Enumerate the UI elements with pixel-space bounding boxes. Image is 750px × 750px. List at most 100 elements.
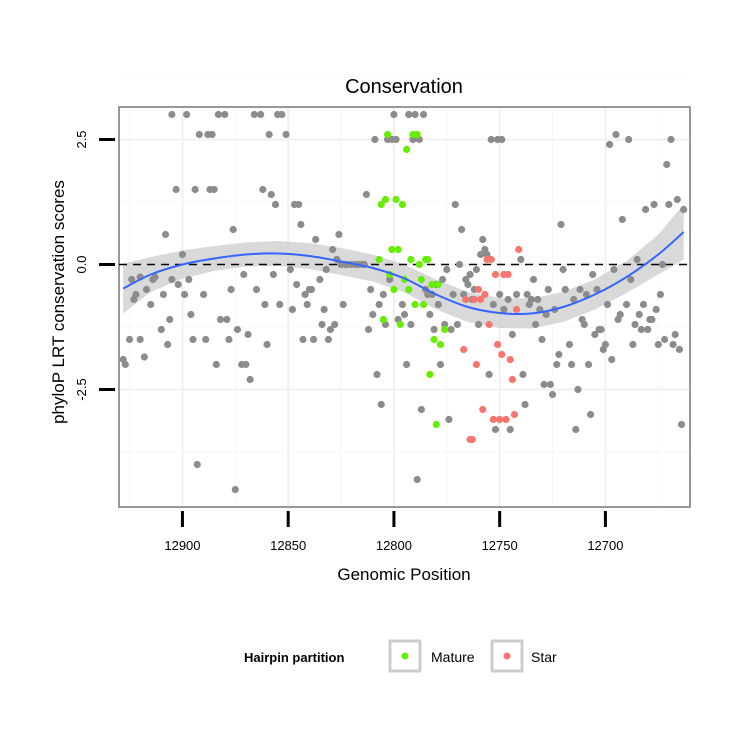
- x-axis: 12900 12850 12800 12750 12700: [164, 511, 623, 553]
- point-other: [631, 320, 639, 329]
- point-star: [477, 295, 485, 304]
- point-other: [318, 320, 326, 329]
- point-other: [489, 300, 497, 309]
- point-star: [504, 270, 512, 279]
- point-other: [544, 285, 552, 294]
- point-other: [335, 230, 343, 239]
- point-other: [434, 300, 442, 309]
- point-other: [407, 320, 415, 329]
- point-other: [259, 185, 267, 194]
- smooth-fit-line: [122, 231, 685, 316]
- point-mature: [441, 325, 449, 334]
- point-other: [656, 290, 664, 299]
- point-other: [491, 425, 500, 434]
- point-mature: [426, 370, 434, 379]
- point-other: [512, 290, 521, 299]
- point-other: [610, 265, 618, 274]
- point-other: [496, 290, 504, 299]
- point-other: [269, 270, 277, 279]
- point-star: [508, 375, 516, 384]
- point-other: [582, 290, 590, 299]
- confidence-ribbon-group: [123, 204, 684, 329]
- point-mature: [430, 335, 438, 344]
- point-mature: [405, 285, 413, 294]
- point-other: [663, 160, 671, 169]
- point-other: [517, 255, 525, 264]
- point-star: [493, 340, 502, 349]
- point-other: [326, 325, 335, 334]
- point-other: [297, 220, 305, 229]
- point-other: [309, 335, 318, 344]
- point-star: [487, 255, 495, 264]
- point-other: [650, 200, 658, 209]
- point-other: [216, 315, 225, 324]
- point-other: [680, 205, 688, 214]
- point-other: [618, 215, 626, 224]
- point-other: [627, 275, 635, 284]
- point-other: [121, 360, 129, 369]
- legend-entry-star: Star: [490, 639, 557, 673]
- point-other: [132, 290, 140, 299]
- point-mature: [403, 145, 411, 154]
- point-star: [496, 415, 504, 424]
- point-other: [675, 345, 684, 354]
- point-other: [278, 110, 286, 119]
- point-mature: [419, 300, 428, 309]
- point-other: [157, 325, 165, 334]
- point-other: [419, 110, 428, 119]
- point-other: [521, 400, 529, 409]
- point-other: [339, 300, 347, 309]
- point-star: [510, 410, 519, 419]
- point-other: [413, 475, 421, 484]
- point-other: [225, 335, 233, 344]
- point-other: [449, 290, 457, 299]
- point-other: [597, 325, 605, 334]
- point-other: [671, 330, 679, 339]
- point-other: [561, 285, 569, 294]
- x-tick-label: 12900: [164, 538, 200, 553]
- point-other: [417, 405, 426, 414]
- point-other: [168, 110, 176, 119]
- y-tick-label: 0.0: [74, 255, 89, 273]
- point-other: [128, 275, 136, 284]
- point-other: [466, 270, 474, 279]
- point-other: [324, 335, 332, 344]
- point-other: [447, 325, 455, 334]
- legend-key-star: [490, 639, 524, 673]
- point-star: [479, 405, 487, 414]
- point-other: [589, 270, 597, 279]
- point-other: [320, 305, 328, 314]
- point-star: [491, 270, 500, 279]
- point-other: [677, 420, 686, 429]
- point-other: [299, 335, 307, 344]
- point-mature: [383, 130, 392, 139]
- point-other: [455, 260, 464, 269]
- point-other: [301, 290, 309, 299]
- confidence-ribbon: [123, 204, 684, 329]
- point-other: [593, 285, 601, 294]
- point-other: [644, 325, 652, 334]
- smooth-fit-group: [122, 231, 685, 316]
- x-tick-label: 12850: [270, 538, 306, 553]
- point-other: [367, 285, 375, 294]
- point-star: [515, 245, 523, 254]
- point-other: [405, 110, 413, 119]
- point-mature: [424, 255, 432, 264]
- point-other: [362, 190, 371, 199]
- point-other: [658, 260, 667, 269]
- point-other: [390, 110, 398, 119]
- point-other: [606, 140, 614, 149]
- point-mature: [407, 255, 415, 264]
- point-other: [474, 320, 483, 329]
- point-other: [189, 335, 197, 344]
- point-other: [567, 360, 576, 369]
- point-other: [265, 130, 273, 139]
- point-other: [622, 300, 631, 309]
- point-star: [481, 290, 489, 299]
- point-other: [166, 315, 174, 324]
- point-other: [180, 290, 189, 299]
- point-other: [242, 360, 250, 369]
- point-other: [261, 300, 269, 309]
- legend-label-mature: Mature: [431, 649, 475, 665]
- point-other: [240, 270, 248, 279]
